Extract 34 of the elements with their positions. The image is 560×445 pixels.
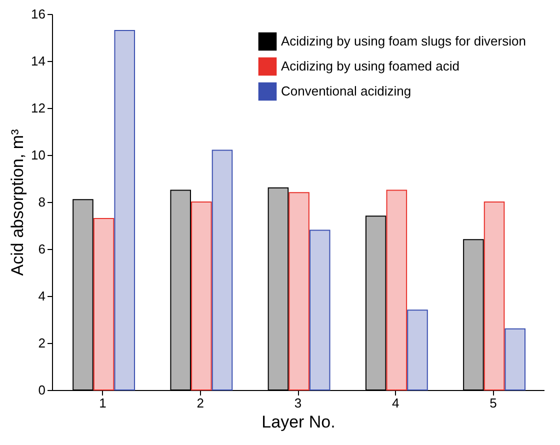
- y-tick-label: 14: [31, 54, 46, 68]
- y-tick-label: 0: [38, 382, 46, 398]
- bar: [288, 192, 310, 390]
- bar: [504, 328, 526, 390]
- bar: [268, 187, 289, 390]
- bar: [72, 199, 94, 390]
- bar: [309, 230, 330, 390]
- bar: [114, 30, 136, 390]
- bar: [463, 239, 484, 390]
- y-tick-label: 16: [31, 6, 46, 22]
- y-tick-label: 10: [31, 148, 46, 162]
- y-tick-label: 6: [38, 242, 46, 256]
- bar: [386, 190, 408, 390]
- bar: [212, 150, 233, 390]
- bar: [170, 190, 191, 390]
- legend-label: Acidizing by using foam slugs for diversion: [281, 34, 526, 48]
- bar: [407, 310, 428, 390]
- x-tick-label: 4: [392, 396, 400, 410]
- x-axis-title: Layer No.: [262, 412, 336, 432]
- x-tick-label: 3: [294, 396, 302, 410]
- bar: [484, 202, 505, 390]
- y-tick-label: 2: [38, 336, 46, 350]
- bar: [93, 218, 114, 390]
- y-axis-title: Acid absorption, m³: [8, 128, 28, 276]
- x-tick-label: 5: [490, 396, 497, 410]
- legend-label: Conventional acidizing: [281, 84, 412, 98]
- x-tick-label: 1: [99, 396, 106, 410]
- x-tick-label: 2: [196, 396, 204, 410]
- y-tick-label: 8: [38, 194, 46, 210]
- legend-label: Acidizing by using foamed acid: [281, 58, 460, 74]
- bar: [191, 202, 212, 390]
- y-tick-label: 12: [31, 100, 46, 116]
- y-tick-label: 4: [38, 288, 46, 304]
- bar: [365, 216, 386, 390]
